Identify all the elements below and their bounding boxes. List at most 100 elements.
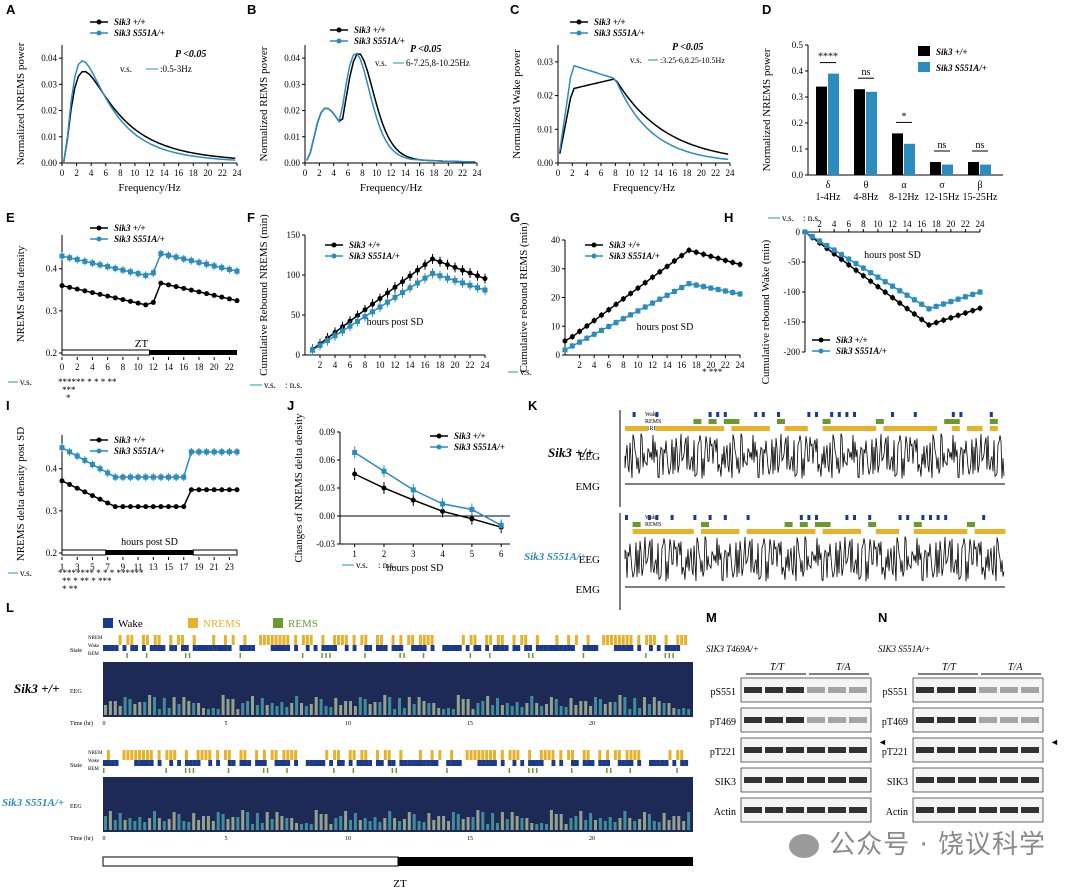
nrems-epoch	[777, 529, 785, 534]
data-point	[701, 251, 707, 257]
data-point	[377, 304, 383, 310]
nrems-epoch	[333, 750, 337, 760]
x-tick-label: 20	[444, 168, 454, 178]
wake-epoch	[325, 760, 330, 766]
spectrogram-band	[500, 812, 504, 830]
x-tick-label: 6	[499, 549, 504, 559]
y-axis-label: Cumulative Rebound NREMS (min)	[258, 214, 270, 376]
wake-epoch	[192, 645, 197, 651]
arrowhead-icon: ◄	[1050, 737, 1059, 747]
y-tick-label: 0.2	[46, 548, 57, 558]
nrems-epoch	[387, 750, 391, 760]
spectrogram-band	[260, 698, 264, 715]
nrems-epoch	[274, 635, 278, 645]
wake-epoch	[344, 645, 349, 651]
spectrogram-band	[412, 704, 416, 715]
data-point	[332, 333, 338, 339]
y-axis-label: NREMS delta density	[15, 245, 27, 342]
blot-band	[765, 687, 783, 693]
data-point	[392, 284, 398, 290]
spectrogram-band	[216, 709, 220, 715]
wake-epoch	[208, 645, 213, 651]
spectrogram-band	[402, 819, 406, 830]
nrems-epoch	[586, 635, 590, 645]
wake-epoch	[693, 515, 697, 520]
spectrogram-band	[329, 707, 333, 715]
data-point	[370, 309, 375, 315]
rems-epoch	[951, 419, 960, 424]
wake-epoch	[594, 760, 599, 766]
nrems-epoch	[547, 750, 551, 760]
spectrogram-band	[265, 705, 269, 715]
bar-mut	[866, 91, 877, 175]
data-point	[890, 295, 895, 301]
wake-epoch	[508, 760, 513, 766]
panel-letter: N	[878, 610, 887, 625]
nrems-epoch	[364, 750, 368, 760]
y-tick-label: 0.3	[792, 92, 804, 102]
data-point	[562, 347, 568, 353]
nrems-epoch	[496, 635, 500, 645]
spectrogram-band	[236, 709, 240, 715]
wake-epoch	[830, 412, 834, 417]
blot-band	[958, 777, 976, 783]
spectrogram-band	[491, 705, 495, 715]
data-point	[188, 449, 194, 455]
spectrogram-band	[167, 819, 171, 830]
y-tick-label: 0.1	[792, 144, 803, 154]
x-tick-label: 22	[961, 219, 970, 229]
data-point	[679, 253, 685, 259]
legend-label: Sik3 S551A/+	[936, 63, 987, 73]
nrems-epoch	[145, 750, 149, 760]
data-point	[467, 270, 473, 276]
nrems-epoch	[799, 426, 808, 431]
wake-epoch	[270, 760, 275, 766]
spectrogram-band	[677, 816, 681, 830]
state-label: REMS	[645, 522, 661, 528]
wake-epoch	[142, 760, 146, 766]
data-point	[143, 302, 149, 308]
data-point	[737, 291, 743, 297]
spectrogram-band	[128, 818, 132, 830]
time-tick-label: 15	[467, 836, 473, 842]
rems-epoch	[913, 522, 922, 527]
blot-strip	[740, 677, 872, 703]
wake-epoch	[567, 760, 572, 766]
x-tick-label: 3	[75, 562, 80, 572]
wake-epoch	[574, 645, 579, 651]
wake-epoch	[122, 760, 127, 766]
nrems-epoch	[126, 750, 130, 760]
wake-epoch	[340, 645, 345, 651]
data-point	[112, 504, 118, 510]
data-point	[671, 288, 677, 294]
y-tick-label: 0.03	[319, 483, 335, 493]
wake-epoch	[543, 645, 548, 651]
nrems-epoch	[173, 750, 177, 760]
x-tick-label: 0	[303, 168, 308, 178]
wake-epoch	[652, 645, 657, 651]
data-point	[498, 522, 504, 528]
watermark: 公众号 · 饶议科学	[789, 824, 1046, 861]
nrems-epoch	[637, 750, 641, 760]
state-label: REM	[88, 652, 99, 657]
wake-epoch	[442, 645, 447, 651]
nrems-epoch	[337, 750, 340, 760]
wake-epoch	[617, 760, 622, 766]
wake-epoch	[645, 760, 650, 766]
wake-epoch	[434, 645, 439, 651]
series-line	[804, 231, 981, 326]
bar-wt	[816, 86, 827, 175]
blot-band	[979, 807, 997, 813]
data-point	[577, 339, 583, 345]
spectrogram-band	[197, 820, 201, 830]
spectrogram-band	[579, 701, 583, 715]
stat-p: P <0.05	[175, 49, 206, 60]
nrems-epoch	[629, 635, 633, 645]
legend-label: Sik3 +/+	[114, 17, 146, 27]
state-axis-label: State	[70, 648, 82, 654]
rems-epoch	[403, 653, 405, 658]
data-point	[173, 474, 179, 480]
wake-epoch	[929, 515, 932, 520]
data-point	[838, 256, 844, 262]
nrems-epoch	[784, 529, 793, 534]
